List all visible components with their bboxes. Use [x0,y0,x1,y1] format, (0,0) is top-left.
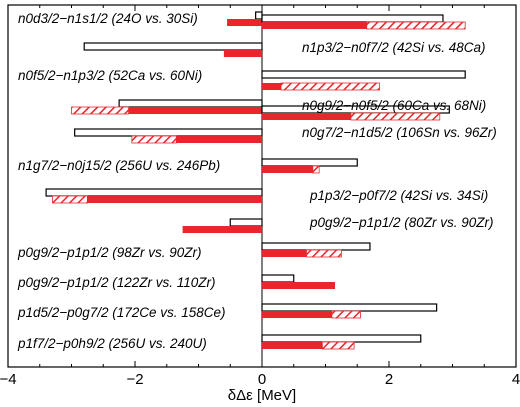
bar-hatched [366,21,466,30]
row-label: n0g7/2−n1d5/2 (106Sn vs. 96Zr) [302,125,497,140]
x-tick-label: −2 [126,371,143,388]
row-label: p1f7/2−p0h9/2 (256U vs. 240U) [17,336,207,351]
bar-open [261,14,444,23]
x-tick-label: −4 [0,371,17,388]
row-label: p0g9/2−p1p1/2 (80Zr vs. 90Zr) [309,215,493,230]
bar-open [261,303,438,312]
bar-open [83,42,263,51]
bar-red [262,22,367,29]
x-tick-label: 2 [385,371,393,388]
bar-open [255,11,263,20]
row-label: n0f5/2−n1p3/2 (52Ca vs. 60Ni) [18,68,202,83]
bar-open [261,242,371,251]
row-label: p0g9/2−p1p1/2 (122Zr vs. 110Zr) [17,275,216,290]
bar-open [261,274,295,283]
bar-hatched [131,135,177,144]
row-label: p1p3/2−p0f7/2 (42Si vs. 34Si) [309,188,488,203]
bar-red [227,19,262,26]
bar-open [74,128,263,137]
bar-open [261,158,358,167]
row-label: n1p3/2−n0f7/2 (42Si vs. 48Ca) [302,40,486,55]
bar-hatched [331,310,361,319]
bar-red [262,250,307,257]
row-label: p0g9/2−p1p1/2 (98Zr vs. 90Zr) [17,245,201,260]
bar-open [45,188,263,197]
bar-hatched [312,165,320,174]
bar-red [223,50,262,57]
bar-hatched [350,112,441,121]
bar-red [262,166,313,173]
bar-open [229,218,263,227]
bar-hatched [306,249,342,258]
row-label: n1g7/2−n0j15/2 (256U vs. 246Pb) [18,158,220,173]
x-tick-label: 0 [258,371,266,388]
x-axis-label: δΔε [MeV] [228,387,296,404]
bar-red [262,83,282,90]
row-labels-group: n0d3/2−n1s1/2 (24O vs. 30Si) n1p3/2−n0f7/… [17,11,497,351]
bar-open [118,99,263,108]
x-tick-label: 4 [512,371,520,388]
bar-hatched [52,195,88,204]
bar-red [262,113,351,120]
bar-red [262,311,332,318]
bar-open [261,70,466,79]
bar-red [262,282,336,289]
bar-red [87,196,262,203]
bar-red [176,136,262,143]
row-label: n0g9/2−n0f5/2 (60Ca vs. 68Ni) [302,98,486,113]
ticks-group: −4 −2 0 2 4 [0,5,520,388]
bar-open [261,334,422,343]
bar-red [262,342,323,349]
bar-hatched [321,341,355,350]
bar-red [182,226,262,233]
bar-hatched [71,106,130,115]
bars-group [45,11,466,350]
row-label: p1d5/2−p0g7/2 (172Ce vs. 158Ce) [17,305,226,320]
bar-red [128,107,262,114]
bar-hatched [280,82,380,91]
row-label: n0d3/2−n1s1/2 (24O vs. 30Si) [18,11,198,26]
